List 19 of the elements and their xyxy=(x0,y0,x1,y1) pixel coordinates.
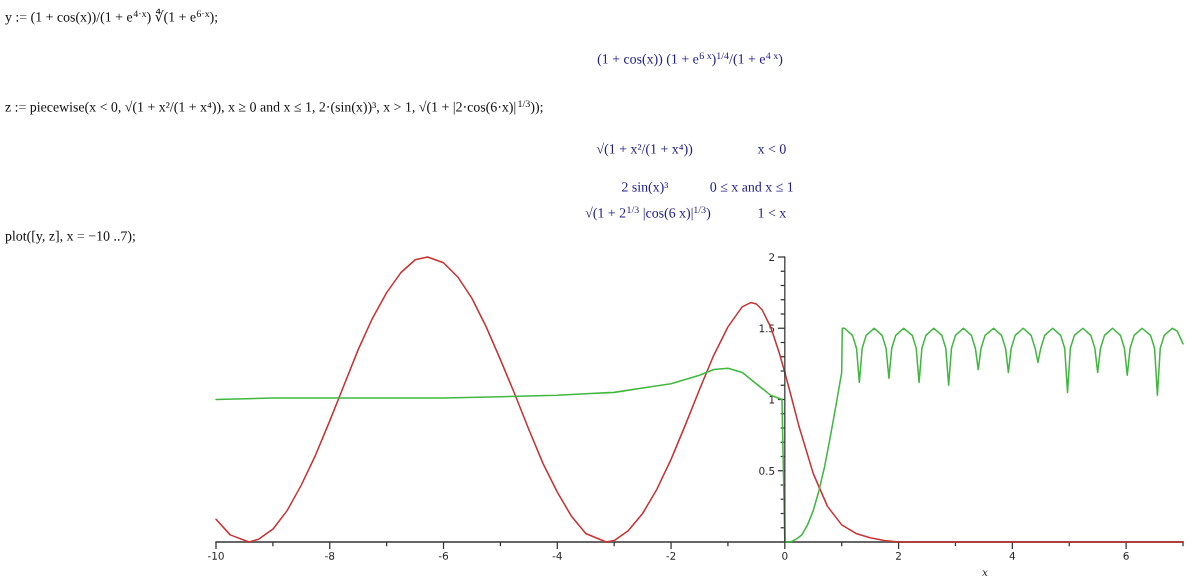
text: 0 ≤ x and x ≤ 1 xyxy=(710,181,793,192)
x-tick-label: 4 xyxy=(1009,552,1016,560)
x-axis-title: x xyxy=(982,570,988,576)
x-tick-label: 6 xyxy=(1123,551,1129,560)
x-tick-label: -2 xyxy=(666,551,676,560)
x-tick-label: -4 xyxy=(552,552,562,560)
text: 1 < x xyxy=(758,208,787,218)
x-tick-label: -8 xyxy=(325,551,335,560)
y-tick-label: 1 xyxy=(769,395,775,404)
text: 2 sin(x)³ xyxy=(622,181,669,195)
y-tick-label: 2 xyxy=(769,253,775,261)
x-tick-label: -6 xyxy=(438,551,449,560)
x-tick-label: 2 xyxy=(896,551,901,560)
y-tick-label: 0.5 xyxy=(759,466,775,475)
text: x < 0 xyxy=(757,144,786,154)
text: √(1 + x²/(1 + x⁴)) xyxy=(596,142,693,157)
x-tick-label: 0 xyxy=(782,551,788,560)
x-tick-label: -10 xyxy=(208,551,224,560)
text: plot([y, z], x = −10 ..7); xyxy=(5,230,135,244)
